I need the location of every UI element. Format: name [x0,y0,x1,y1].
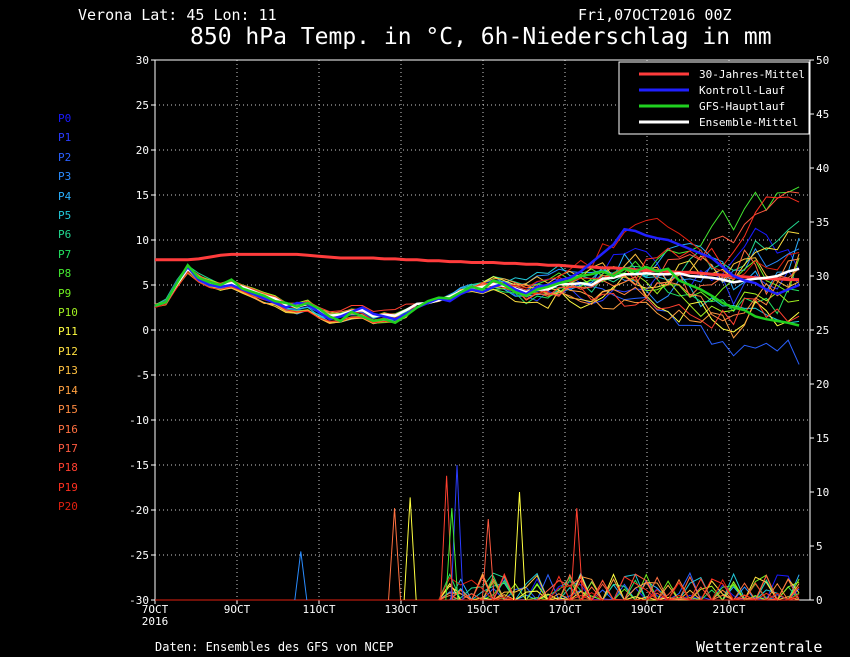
member-label-p5: P5 [58,209,72,223]
member-line-p2 [154,267,800,365]
member-label-p12: P12 [58,344,78,358]
brand-label: Wetterzentrale [696,638,823,656]
x-tick-label: 17OCT [548,603,581,616]
member-line-p6 [154,220,800,318]
member-label-p17: P17 [58,441,78,455]
member-label-p16: P16 [58,422,78,436]
y-left-tick-label: -15 [129,459,149,472]
x-tick-label: 11OCT [302,603,335,616]
member-label-p9: P9 [58,286,72,300]
member-list: P0 P1 P2 P3 P4 P5 P6 P7 P8 P9 P10 P11 P12 P13 P14 P15 P1… [58,109,78,517]
member-line-p16 [154,249,800,317]
chart-title: 850 hPa Temp. in °C, 6h-Niederschlag in … [190,24,772,50]
member-label-p6: P6 [58,228,72,242]
member-label-p14: P14 [58,383,78,397]
x-tick-label: 21OCT [712,603,745,616]
legend-label: 30-Jahres-Mittel [699,68,805,81]
precip-peak [403,497,417,601]
run-date: Fri,07OCT2016 00Z [578,6,732,24]
y-left-tick-label: 5 [142,279,149,292]
member-label-p15: P15 [58,403,78,417]
legend-label: GFS-Hauptlauf [699,100,785,113]
member-line-p19 [154,196,800,324]
member-label-p4: P4 [58,189,72,203]
precip-peak [440,475,454,601]
location-label: Verona Lat: 45 Lon: 11 [78,6,277,24]
series-line-kontroll-lauf [154,227,800,321]
member-label-p8: P8 [58,267,72,281]
member-line-p4 [154,237,800,325]
y-right-tick-label: 50 [816,54,829,67]
data-credit: Daten: Ensembles des GFS von NCEP [155,640,394,654]
precip-peak [481,518,495,601]
member-precip-p20 [155,577,800,601]
y-left-tick-label: 20 [136,144,149,157]
member-label-p11: P11 [58,325,78,339]
y-right-tick-label: 10 [816,486,829,499]
precip-peak [513,491,527,601]
member-label-p0: P0 [58,112,72,125]
y-right-tick-label: 20 [816,378,829,391]
y-left-tick-label: 30 [136,54,149,67]
legend-label: Kontroll-Lauf [699,84,785,97]
y-left-tick-label: -20 [129,504,149,517]
legend-label: Ensemble-Mittel [699,116,798,129]
series-line-gfs-hauptlauf [154,263,800,327]
y-right-tick-label: 5 [816,540,823,553]
precip-peak [445,508,459,601]
member-label-p13: P13 [58,364,78,378]
y-right-tick-label: 40 [816,162,829,175]
y-right-tick-label: 45 [816,108,829,121]
precip-peak [570,508,584,601]
member-label-p10: P10 [58,306,78,320]
y-right-tick-label: 30 [816,270,829,283]
y-right-tick-label: 15 [816,432,829,445]
precip-peak [294,551,308,601]
y-left-tick-label: -30 [129,594,149,607]
member-label-p7: P7 [58,247,72,261]
y-left-tick-label: 0 [142,324,149,337]
x-tick-label: 19OCT [630,603,663,616]
precip-peak [450,464,464,601]
x-tick-label: 9OCT [224,603,251,616]
y-right-tick-label: 25 [816,324,829,337]
x-tick-label: 13OCT [384,603,417,616]
series-line--jahres-mittel [155,252,800,282]
x-year-label: 2016 [142,615,169,628]
member-label-p2: P2 [58,150,72,164]
y-right-tick-label: 0 [816,594,823,607]
y-left-tick-label: -10 [129,414,149,427]
y-left-tick-label: -25 [129,549,149,562]
x-tick-label: 15OCT [466,603,499,616]
member-label-p19: P19 [58,480,78,494]
y-left-tick-label: 15 [136,189,149,202]
x-tick-label: 7OCT [142,603,169,616]
member-label-p20: P20 [58,500,78,514]
y-left-tick-label: 10 [136,234,149,247]
y-right-tick-label: 35 [816,216,829,229]
member-label-p1: P1 [58,131,72,145]
y-left-tick-label: -5 [136,369,149,382]
member-label-p3: P3 [58,170,72,184]
y-left-tick-label: 25 [136,99,149,112]
precip-peak [388,508,402,601]
member-label-p18: P18 [58,461,78,475]
